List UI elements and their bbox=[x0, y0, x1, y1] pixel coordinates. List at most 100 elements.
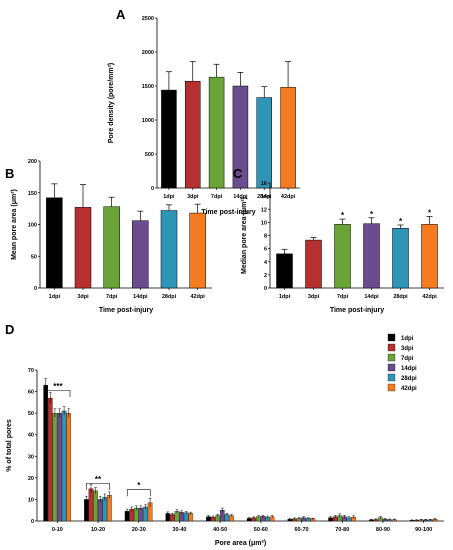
y-tick-label: 500 bbox=[145, 152, 154, 158]
y-tick-label: 50 bbox=[31, 254, 37, 260]
significance-marker: * bbox=[428, 208, 432, 217]
bar-42dpi-10-20 bbox=[107, 494, 112, 522]
bar-14dpi-0-10 bbox=[57, 412, 62, 522]
x-tick-label: 7dpi bbox=[106, 294, 118, 300]
y-tick-label: 70 bbox=[28, 368, 34, 374]
panel-letter: D bbox=[5, 322, 14, 337]
significance-marker: * bbox=[137, 481, 141, 490]
x-tick-label: 80-90 bbox=[376, 527, 390, 533]
y-tick-label: 20 bbox=[28, 476, 34, 482]
x-axis-title: Pore area (μm²) bbox=[215, 540, 266, 547]
significance-marker: *** bbox=[53, 382, 63, 391]
y-axis-title: Mean pore area (μm²) bbox=[11, 189, 18, 260]
x-tick-label: 3dpi bbox=[308, 294, 320, 300]
panel-d: D 0 10 20 30 40 50 60 70 0-10 10-20 20-30 30-40 40-50… bbox=[5, 322, 444, 547]
y-tick-label: 14 bbox=[261, 194, 268, 200]
bar-7dpi-10-20 bbox=[93, 490, 98, 522]
panel-letter: A bbox=[116, 7, 126, 22]
x-tick-label: 30-40 bbox=[172, 527, 186, 533]
x-tick-label: 28dpi bbox=[162, 294, 177, 300]
panel-a: A 0 500 1000 1500 2000 2500 1dpi 3dpi 7dpi 14dpi 28… bbox=[108, 7, 300, 216]
y-tick-label: 30 bbox=[28, 454, 34, 460]
y-tick-label: 100 bbox=[28, 223, 37, 229]
bar-3dpi bbox=[74, 207, 92, 289]
y-axis-title: Pore density (pore/mm²) bbox=[108, 63, 115, 144]
bar-28dpi bbox=[256, 97, 272, 189]
bar-14dpi bbox=[363, 223, 380, 289]
y-tick-label: 1000 bbox=[142, 118, 154, 124]
bar-1dpi bbox=[276, 253, 293, 289]
y-tick-label: 4 bbox=[264, 260, 268, 266]
x-axis-title: Time post-injury bbox=[201, 209, 255, 216]
x-tick-label: 1dpi bbox=[163, 194, 175, 200]
y-tick-label: 12 bbox=[261, 207, 267, 213]
y-tick-label: 10 bbox=[28, 497, 34, 503]
bar-42dpi bbox=[421, 224, 438, 289]
legend-swatch bbox=[387, 363, 396, 372]
y-tick-label: 1500 bbox=[142, 84, 154, 90]
bar-1dpi bbox=[46, 197, 63, 289]
bar-42dpi bbox=[280, 87, 296, 189]
bar-3dpi-10-20 bbox=[88, 488, 94, 522]
legend-label: 3dpi bbox=[401, 346, 414, 352]
panel-c: C 0 2 4 6 8 10 12 14 16 1dpi 3dpi 7dpi * 14dpi * 28dpi * 4… bbox=[233, 166, 444, 314]
significance-bracket bbox=[45, 390, 71, 397]
y-tick-label: 0 bbox=[31, 519, 34, 525]
bar-28dpi bbox=[392, 228, 409, 289]
panel-letter: C bbox=[233, 166, 243, 181]
x-tick-label: 14dpi bbox=[133, 294, 148, 300]
x-tick-label: 40-50 bbox=[213, 527, 227, 533]
significance-marker: ** bbox=[95, 475, 102, 484]
x-tick-label: 7dpi bbox=[337, 294, 349, 300]
x-tick-label: 10-20 bbox=[91, 527, 105, 533]
x-tick-label: 3dpi bbox=[77, 294, 89, 300]
y-tick-label: 6 bbox=[264, 247, 267, 253]
x-tick-label: 42dpi bbox=[281, 194, 296, 200]
significance-marker: * bbox=[341, 211, 345, 220]
bar-1dpi-0-10 bbox=[43, 384, 48, 522]
legend-label: 7dpi bbox=[401, 356, 414, 362]
x-tick-label: 28dpi bbox=[393, 294, 408, 300]
y-tick-label: 2500 bbox=[142, 16, 154, 22]
legend-label: 42dpi bbox=[401, 386, 417, 392]
significance-marker: * bbox=[370, 210, 374, 219]
x-tick-label: 42dpi bbox=[190, 294, 205, 300]
y-tick-label: 40 bbox=[28, 433, 34, 439]
y-tick-label: 0 bbox=[34, 286, 37, 292]
x-tick-label: 28dpi bbox=[257, 194, 272, 200]
significance-marker: * bbox=[399, 217, 403, 226]
y-tick-label: 16 bbox=[261, 181, 267, 187]
legend-label: 1dpi bbox=[401, 336, 414, 342]
x-tick-label: 70-80 bbox=[335, 527, 349, 533]
bar-42dpi-0-10 bbox=[66, 412, 72, 522]
y-tick-label: 10 bbox=[261, 220, 267, 226]
y-axis-title: % of total pores bbox=[6, 419, 13, 472]
y-tick-label: 0 bbox=[264, 286, 267, 292]
bar-28dpi-10-20 bbox=[102, 497, 108, 522]
bar-42dpi bbox=[189, 212, 206, 289]
x-axis-title: Time post-injury bbox=[99, 307, 153, 314]
y-axis-title: Median pore area (μm²) bbox=[241, 197, 248, 274]
bar-28dpi bbox=[160, 210, 178, 289]
y-tick-label: 150 bbox=[28, 191, 37, 197]
legend-swatch bbox=[387, 343, 396, 352]
bar-14dpi bbox=[132, 220, 149, 289]
x-tick-label: 1dpi bbox=[279, 294, 291, 300]
y-tick-label: 0 bbox=[151, 186, 154, 192]
bar-7dpi bbox=[334, 224, 351, 289]
significance-bracket bbox=[86, 482, 110, 490]
y-tick-label: 2 bbox=[264, 273, 267, 279]
y-tick-label: 50 bbox=[28, 411, 34, 417]
x-tick-label: 0-10 bbox=[52, 527, 63, 533]
bar-7dpi bbox=[103, 206, 120, 289]
y-tick-label: 200 bbox=[28, 159, 37, 165]
x-tick-label: 14dpi bbox=[364, 294, 379, 300]
x-tick-label: 3dpi bbox=[187, 194, 199, 200]
x-tick-label: 90-100 bbox=[415, 527, 432, 533]
y-tick-label: 2000 bbox=[142, 50, 154, 56]
legend-label: 14dpi bbox=[401, 366, 417, 372]
x-tick-label: 42dpi bbox=[422, 294, 437, 300]
legend-swatch bbox=[387, 353, 396, 362]
x-axis-title: Time post-injury bbox=[330, 307, 384, 314]
